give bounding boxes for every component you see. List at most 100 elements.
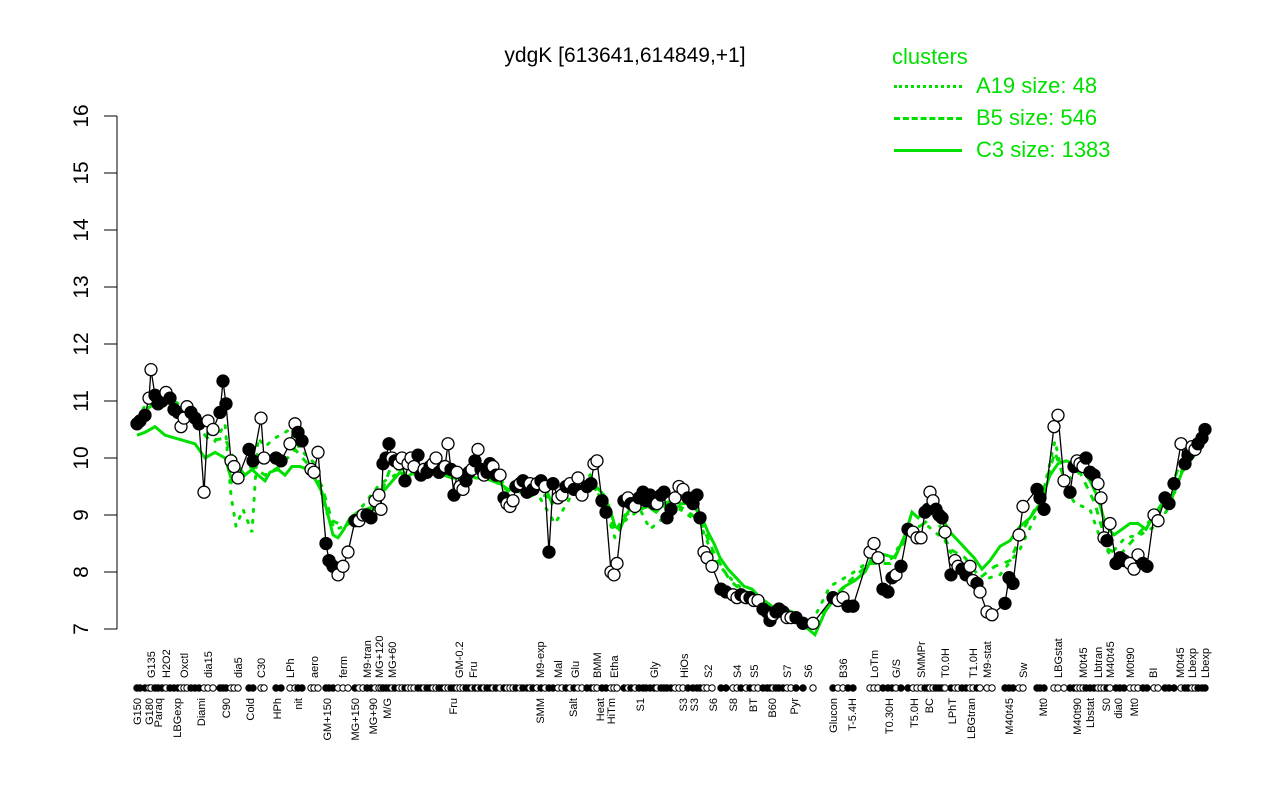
data-point: [206, 422, 220, 437]
x-tick-label: MG+120: [374, 636, 386, 679]
data-point: [1012, 528, 1026, 542]
axis-point: [1170, 684, 1178, 692]
data-point: [998, 596, 1012, 610]
y-tick-label: 9: [70, 509, 93, 521]
data-point: [1174, 437, 1188, 451]
x-tick-label: Paraq: [153, 698, 165, 727]
cluster-line-solid: [136, 424, 1208, 638]
dotted-line-swatch: [894, 84, 962, 88]
data-point: [973, 585, 987, 599]
data-point: [657, 485, 671, 499]
data-point: [590, 454, 604, 468]
x-tick-label: SMMPr: [916, 641, 928, 678]
x-tick-label: G135: [146, 651, 158, 678]
axis-point: [249, 684, 257, 692]
x-tick-label: S0: [1101, 698, 1113, 711]
x-tick-label: dia15: [203, 651, 215, 678]
axis-point: [1106, 684, 1114, 692]
data-point: [1151, 514, 1165, 528]
x-tick-label: S6: [803, 665, 815, 678]
axis-point: [1120, 684, 1128, 692]
x-tick-label: MG+150: [350, 698, 362, 741]
x-tick-label: LBGexp: [172, 698, 184, 738]
x-tick-label: Lbexp: [1187, 648, 1199, 678]
data-point: [372, 488, 386, 502]
data-point: [693, 511, 707, 525]
x-tick-label: Mal: [553, 660, 565, 678]
x-tick-label: S3: [678, 698, 690, 711]
x-tick-label: M9-stat: [982, 641, 994, 678]
data-point: [806, 616, 820, 630]
data-point: [599, 505, 613, 519]
x-tick-label: S2: [703, 665, 715, 678]
axis-point: [1060, 684, 1068, 692]
data-point: [1033, 491, 1047, 505]
x-tick-label: dia5: [233, 657, 245, 678]
x-tick-label: Pyr: [789, 698, 801, 715]
x-tick-label: S8: [728, 698, 740, 711]
legend-title: clusters: [892, 44, 968, 69]
data-point: [944, 568, 958, 582]
axis-point: [314, 684, 322, 692]
x-tick-label: dia0: [1113, 698, 1125, 719]
data-point: [144, 362, 158, 377]
data-point: [1091, 476, 1105, 491]
y-tick-label: 13: [70, 275, 93, 298]
y-tick-label: 10: [70, 446, 93, 469]
axis-point: [209, 684, 217, 692]
data-point: [1037, 502, 1051, 516]
data-point: [607, 568, 621, 582]
data-point: [867, 536, 881, 551]
axis-point: [708, 684, 716, 692]
x-tick-label: H2O2: [161, 649, 173, 678]
data-point: [319, 536, 333, 551]
x-tick-label: M/G: [382, 698, 394, 719]
axis-point: [849, 684, 857, 692]
axis-point: [344, 684, 352, 692]
x-tick-label: M0t45: [1175, 647, 1187, 678]
axis-point: [1143, 684, 1151, 692]
x-tick-label: M40t90: [1072, 698, 1084, 735]
data-point: [1006, 576, 1020, 591]
data-point: [254, 411, 268, 425]
data-point: [364, 511, 378, 525]
data-point: [274, 454, 288, 468]
x-tick-label: MG+60: [387, 642, 399, 678]
data-point: [584, 476, 598, 491]
y-tick-label: 8: [70, 566, 93, 578]
axis-point: [260, 684, 268, 692]
axis-point: [722, 684, 730, 692]
data-point: [1162, 496, 1176, 511]
x-tick-label: Mt0: [1038, 698, 1050, 716]
x-tick-label: M40t45: [1004, 698, 1016, 735]
data-point: [1094, 491, 1108, 505]
data-point: [246, 454, 260, 468]
x-tick-label: S1: [635, 698, 647, 711]
axis-point: [941, 684, 949, 692]
legend: clusters A19 size: 48 B5 size: 546 C3 si…: [886, 44, 1111, 166]
y-tick-label: 15: [70, 161, 93, 184]
data-point: [1103, 516, 1117, 531]
x-tick-label: Sw: [1018, 663, 1030, 678]
data-point: [311, 445, 325, 459]
x-tick-label: G150: [132, 698, 144, 725]
data-point: [336, 559, 350, 573]
axis-point: [234, 684, 242, 692]
x-tick-label: S4: [732, 665, 744, 678]
data-point: [374, 502, 388, 516]
solid-line-swatch: [894, 148, 962, 152]
data-point: [227, 459, 241, 474]
axis-point: [897, 684, 905, 692]
x-axis-point-strip: [133, 684, 1209, 692]
x-tick-label: S7: [782, 665, 794, 678]
data-point: [493, 468, 507, 482]
x-tick-label: T0.0H: [940, 648, 952, 678]
data-point: [610, 556, 624, 571]
axis-point: [809, 684, 817, 692]
chart-title: ydgK [613641,614849,+1]: [504, 44, 746, 67]
data-point: [1047, 419, 1061, 434]
y-axis: 7 8 9 10 11 12 13 14 15 16: [70, 104, 118, 635]
data-point: [871, 551, 885, 565]
data-point: [938, 525, 952, 539]
